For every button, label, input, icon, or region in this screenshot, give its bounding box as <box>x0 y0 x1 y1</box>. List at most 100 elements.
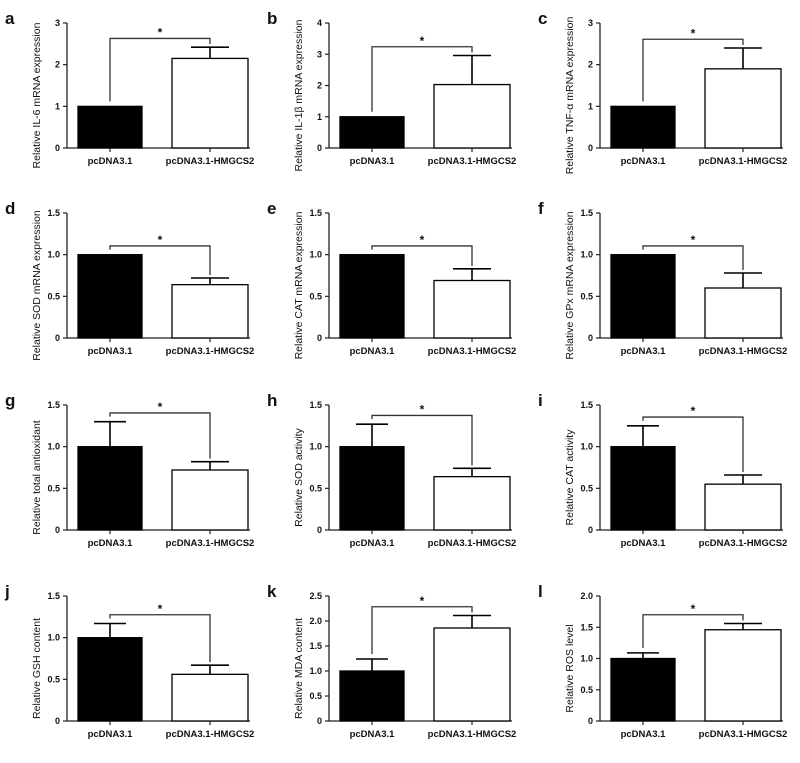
panel-letter: b <box>267 9 277 28</box>
y-tick-label: 1.5 <box>580 400 593 410</box>
significance-bracket <box>371 414 473 466</box>
significance-star: * <box>691 602 696 616</box>
y-axis-label: Relative GPx mRNA expression <box>564 211 576 359</box>
y-axis-label: Relative GSH content <box>31 618 43 719</box>
x-tick-label: pcDNA3.1 <box>350 156 396 167</box>
y-tick-label: 1.0 <box>580 442 593 452</box>
y-tick-label: 0.5 <box>580 291 593 301</box>
panel-b: b Relative IL-1β mRNA expression 0 1 2 3 4 pcDN… <box>267 9 516 171</box>
x-tick-label: pcDNA3.1 <box>621 346 667 357</box>
x-tick-label: pcDNA3.1-HMGCS2 <box>699 538 788 549</box>
y-tick-label: 0 <box>55 143 60 153</box>
y-tick-label: 0 <box>317 716 322 726</box>
x-tick-label: pcDNA3.1 <box>88 156 134 167</box>
panel-letter: k <box>267 582 277 601</box>
x-tick-label: pcDNA3.1-HMGCS2 <box>699 346 788 357</box>
panel-g: g Relative total antioxidant 0 0.5 1.0 1.5 pcD… <box>5 391 254 549</box>
significance-star: * <box>158 400 163 414</box>
x-tick-label: pcDNA3.1-HMGCS2 <box>428 346 517 357</box>
bar-hmgcs2 <box>704 629 782 722</box>
y-tick-label: 1.0 <box>47 633 60 643</box>
y-tick-label: 1.0 <box>580 654 593 664</box>
panel-letter: d <box>5 199 15 218</box>
y-tick-label: 1 <box>588 101 593 111</box>
panel-letter: h <box>267 391 277 410</box>
bar-control <box>339 116 405 149</box>
y-tick-label: 0 <box>317 333 322 343</box>
panel-letter: f <box>538 199 544 218</box>
significance-star: * <box>420 594 425 608</box>
y-axis-label: Relative SOD mRNA expression <box>31 210 43 361</box>
x-tick-label: pcDNA3.1-HMGCS2 <box>166 346 255 357</box>
y-tick-label: 1.5 <box>580 622 593 632</box>
significance-bracket <box>642 416 744 472</box>
bar-hmgcs2 <box>171 57 249 149</box>
panel-e: e Relative CAT mRNA expression 0 0.5 1.0 1.5 p… <box>267 199 517 359</box>
significance-bracket <box>109 37 211 102</box>
bar-control <box>610 446 676 531</box>
significance-bracket <box>642 614 744 648</box>
significance-bracket <box>109 412 211 459</box>
x-tick-label: pcDNA3.1 <box>350 729 396 740</box>
bar-hmgcs2 <box>433 279 511 339</box>
bar-hmgcs2 <box>171 673 249 722</box>
panel-i: i Relative CAT activity 0 0.5 1.0 1.5 pcDNA3.1… <box>538 391 788 549</box>
x-tick-label: pcDNA3.1 <box>350 346 396 357</box>
x-tick-label: pcDNA3.1 <box>88 729 134 740</box>
y-tick-label: 1.0 <box>309 666 322 676</box>
significance-star: * <box>420 402 425 416</box>
panel-letter: l <box>538 582 543 601</box>
y-axis-label: Relative IL-1β mRNA expression <box>293 19 305 171</box>
significance-bracket <box>109 614 211 663</box>
significance-bracket <box>642 245 744 270</box>
y-tick-label: 3 <box>588 18 593 28</box>
significance-star: * <box>691 26 696 40</box>
significance-bracket <box>642 38 744 102</box>
panel-l: l Relative ROS level 0 0.5 1.0 1.5 2.0 pcDNA3.1… <box>538 582 787 740</box>
y-tick-label: 1 <box>55 101 60 111</box>
y-tick-label: 1.0 <box>47 250 60 260</box>
y-axis-label: Relative ROS level <box>564 624 576 712</box>
bar-control <box>339 446 405 531</box>
y-tick-label: 2 <box>55 60 60 70</box>
y-tick-label: 1.5 <box>47 400 60 410</box>
significance-star: * <box>691 233 696 247</box>
panel-a: a Relative IL-6 mRNA expression 0 1 2 3 pcDNA3… <box>5 9 254 168</box>
y-tick-label: 0.5 <box>580 483 593 493</box>
panel-letter: c <box>538 9 547 28</box>
y-tick-label: 2 <box>317 81 322 91</box>
x-tick-label: pcDNA3.1-HMGCS2 <box>428 729 517 740</box>
bar-hmgcs2 <box>171 284 249 339</box>
significance-star: * <box>420 34 425 48</box>
y-tick-label: 2 <box>588 60 593 70</box>
y-tick-label: 0.5 <box>47 674 60 684</box>
bar-hmgcs2 <box>433 476 511 531</box>
panel-h: h Relative SOD activity 0 0.5 1.0 1.5 pcDNA3.1… <box>267 391 516 549</box>
y-tick-label: 1.0 <box>47 442 60 452</box>
x-tick-label: pcDNA3.1 <box>621 538 667 549</box>
y-axis-label: Relative CAT mRNA expression <box>293 211 305 359</box>
y-tick-label: 1 <box>317 112 322 122</box>
y-axis-label: Relative TNF-α mRNA expression <box>564 17 576 175</box>
x-tick-label: pcDNA3.1-HMGCS2 <box>699 156 788 167</box>
y-tick-label: 1.5 <box>309 641 322 651</box>
y-tick-label: 3 <box>55 18 60 28</box>
y-tick-label: 0 <box>317 525 322 535</box>
y-tick-label: 0 <box>588 525 593 535</box>
significance-star: * <box>158 233 163 247</box>
significance-star: * <box>420 233 425 247</box>
panel-letter: g <box>5 391 15 410</box>
panel-letter: j <box>4 582 10 601</box>
y-tick-label: 1.0 <box>309 250 322 260</box>
bar-control <box>610 254 676 339</box>
bar-control <box>77 446 143 531</box>
significance-star: * <box>691 404 696 418</box>
y-tick-label: 2.0 <box>309 616 322 626</box>
y-tick-label: 2.5 <box>309 591 322 601</box>
bar-control <box>339 670 405 722</box>
y-tick-label: 0 <box>588 716 593 726</box>
bar-control <box>610 105 676 149</box>
y-axis-label: Relative total antioxidant <box>31 420 43 534</box>
panel-letter: i <box>538 391 543 410</box>
